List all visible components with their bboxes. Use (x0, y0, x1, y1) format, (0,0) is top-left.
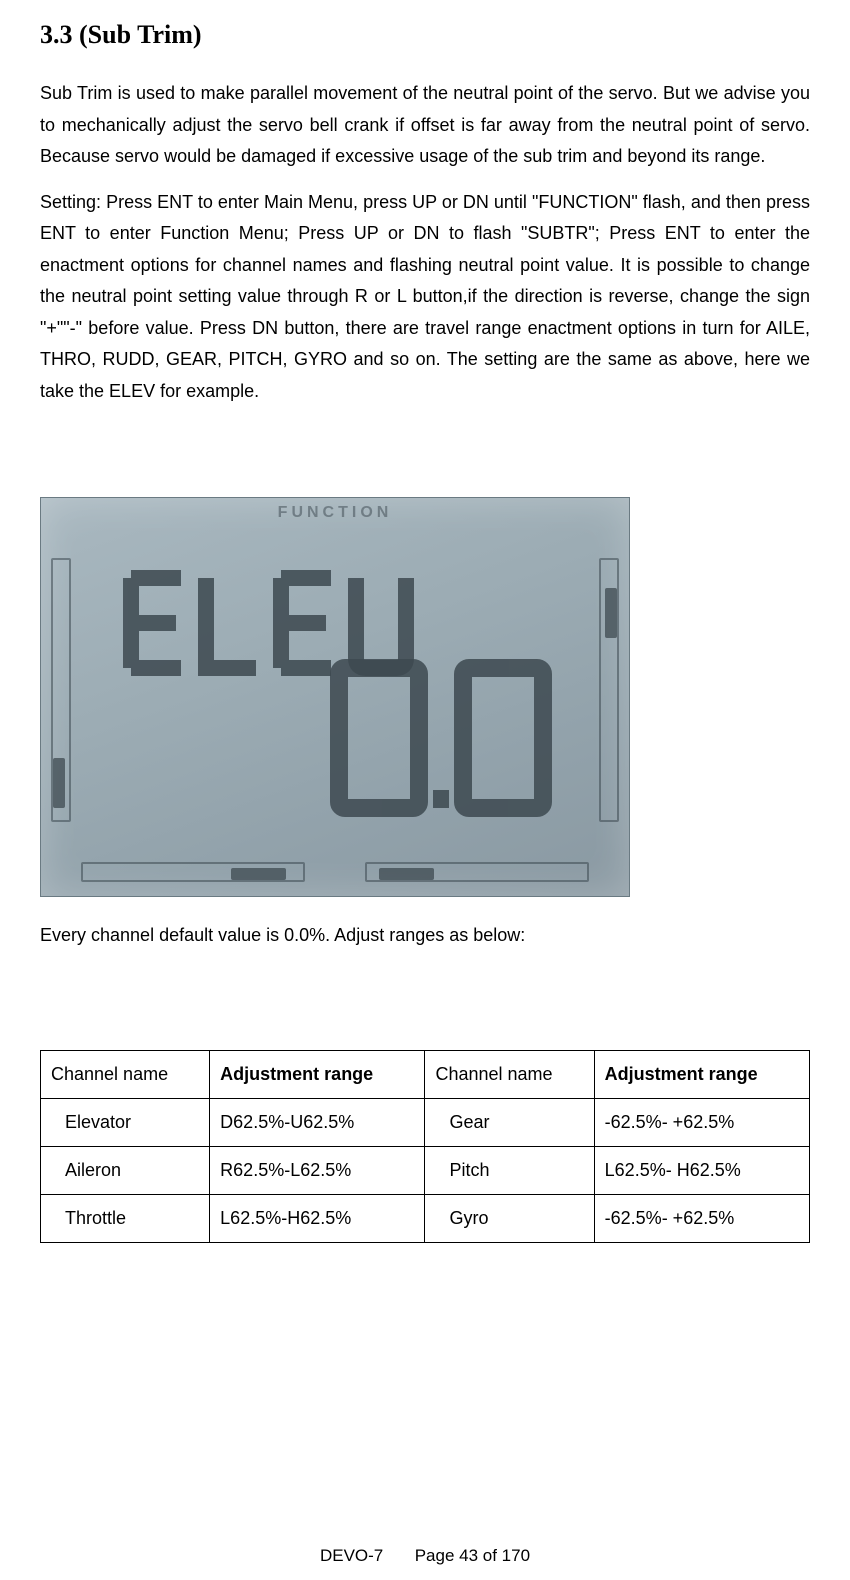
figure-caption: Every channel default value is 0.0%. Adj… (40, 921, 810, 950)
cell-channel: Gyro (425, 1194, 594, 1242)
cell-channel: Aileron (41, 1146, 210, 1194)
paragraph-intro: Sub Trim is used to make parallel moveme… (40, 78, 810, 173)
lcd-figure: FUNCTION (40, 497, 810, 897)
cell-range: L62.5%- H62.5% (594, 1146, 809, 1194)
cell-range: D62.5%-U62.5% (210, 1098, 425, 1146)
paragraph-setting: Setting: Press ENT to enter Main Menu, p… (40, 187, 810, 408)
table-row: Elevator D62.5%-U62.5% Gear -62.5%- +62.… (41, 1098, 810, 1146)
cell-channel: Gear (425, 1098, 594, 1146)
lcd-bottom-left-marker (231, 868, 286, 880)
col-header-range-2: Adjustment range (594, 1050, 809, 1098)
table-header-row: Channel name Adjustment range Channel na… (41, 1050, 810, 1098)
adjustment-range-table: Channel name Adjustment range Channel na… (40, 1050, 810, 1243)
col-header-channel-1: Channel name (41, 1050, 210, 1098)
table-row: Aileron R62.5%-L62.5% Pitch L62.5%- H62.… (41, 1146, 810, 1194)
footer-model: DEVO-7 (320, 1546, 383, 1565)
cell-channel: Elevator (41, 1098, 210, 1146)
table-row: Throttle L62.5%-H62.5% Gyro -62.5%- +62.… (41, 1194, 810, 1242)
lcd-right-marker (605, 588, 617, 638)
cell-range: -62.5%- +62.5% (594, 1194, 809, 1242)
lcd-value (329, 658, 559, 818)
cell-channel: Throttle (41, 1194, 210, 1242)
col-header-range-1: Adjustment range (210, 1050, 425, 1098)
lcd-value-svg (329, 658, 559, 818)
cell-range: R62.5%-L62.5% (210, 1146, 425, 1194)
footer-page: Page 43 of 170 (415, 1546, 530, 1565)
section-title: 3.3 (Sub Trim) (40, 20, 810, 50)
lcd-bottom-right-marker (379, 868, 434, 880)
cell-range: -62.5%- +62.5% (594, 1098, 809, 1146)
cell-range: L62.5%-H62.5% (210, 1194, 425, 1242)
col-header-channel-2: Channel name (425, 1050, 594, 1098)
lcd-screen: FUNCTION (40, 497, 630, 897)
document-page: 3.3 (Sub Trim) Sub Trim is used to make … (0, 0, 850, 1580)
page-footer: DEVO-7 Page 43 of 170 (0, 1546, 850, 1566)
lcd-function-label: FUNCTION (278, 504, 393, 522)
adjustment-range-table-wrap: Channel name Adjustment range Channel na… (40, 1050, 810, 1243)
cell-channel: Pitch (425, 1146, 594, 1194)
lcd-left-marker (53, 758, 65, 808)
